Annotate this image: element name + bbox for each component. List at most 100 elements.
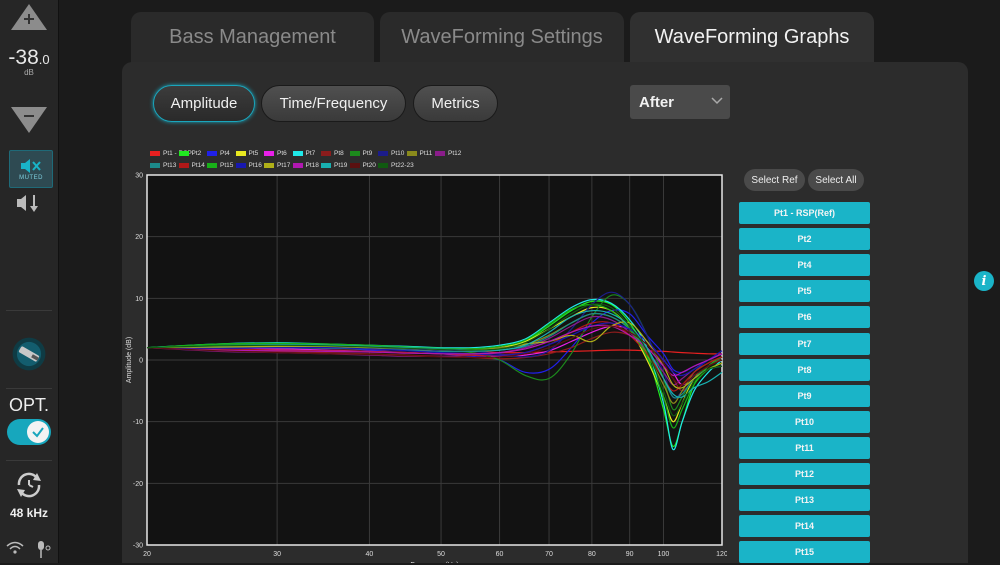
legend-swatch: [435, 150, 445, 156]
legend-item: Pt6: [264, 148, 287, 158]
volume-step-button[interactable]: [10, 188, 48, 218]
x-tick-label: 50: [437, 551, 445, 558]
legend-label: Pt7: [305, 149, 316, 157]
legend-label: Pt14: [191, 161, 205, 169]
point-button[interactable]: Pt11: [739, 436, 870, 459]
legend-item: Pt22-23: [378, 160, 414, 170]
before-after-dropdown[interactable]: After: [630, 85, 730, 119]
legend-label: Pt4: [220, 149, 230, 157]
x-tick-label: 60: [496, 551, 504, 558]
amplitude-chart: 20 30 40 50 60 70 80 90 100 120 -30 -20 -10 0 10 20 30 Am…: [126, 173, 727, 564]
y-tick-label: 0: [139, 358, 143, 365]
point-button[interactable]: Pt8: [739, 358, 870, 381]
metrics-button[interactable]: Metrics: [413, 85, 498, 122]
point-button[interactable]: Pt14: [739, 515, 870, 538]
legend-swatch: [207, 162, 217, 168]
button-label: Metrics: [431, 95, 480, 112]
sync-button[interactable]: [10, 470, 48, 500]
legend-item: Pt12: [435, 148, 461, 158]
wifi-icon: [6, 541, 24, 560]
legend-label: Pt6: [277, 149, 287, 157]
point-button[interactable]: Pt1 - RSP(Ref): [739, 202, 870, 224]
y-tick-label: 20: [135, 234, 143, 241]
y-tick-label: -10: [133, 419, 143, 426]
y-tick-label: -20: [133, 481, 143, 488]
legend-swatch: [264, 150, 274, 156]
series-line: [146, 303, 723, 417]
triangle-up-icon: [11, 4, 47, 30]
legend-item: Pt2: [178, 148, 202, 158]
button-label: Amplitude: [170, 95, 238, 112]
opt-toggle[interactable]: [7, 419, 51, 445]
tab-label: WaveForming Graphs: [654, 26, 850, 48]
mic-icon: [34, 540, 52, 565]
chevron-down-icon: [711, 97, 723, 105]
volume-unit: dB: [24, 68, 34, 77]
point-button[interactable]: Pt9: [739, 384, 870, 407]
legend-item: Pt15: [207, 160, 233, 170]
series-line: [146, 331, 723, 392]
series-line: [146, 309, 723, 398]
button-label: Time/Frequency: [279, 95, 388, 112]
volume-down-button[interactable]: [10, 105, 48, 135]
legend-item: Pt16: [235, 160, 262, 170]
series-line: [146, 321, 723, 392]
select-ref-button[interactable]: Select Ref: [744, 169, 805, 191]
legend-swatch: [264, 162, 274, 168]
device-glow-icon: [12, 337, 46, 371]
legend-swatch: [321, 150, 331, 156]
legend-swatch: [150, 162, 160, 168]
tab-label: WaveForming Settings: [401, 26, 603, 48]
amplitude-button[interactable]: Amplitude: [153, 85, 255, 122]
point-button[interactable]: Pt13: [739, 489, 870, 512]
legend-swatch: [406, 150, 417, 156]
mute-button[interactable]: MUTED: [9, 150, 53, 188]
legend-swatch: [235, 150, 246, 156]
legend-item: Pt14: [178, 160, 205, 170]
legend-swatch: [178, 150, 189, 156]
point-button[interactable]: Pt7: [739, 332, 870, 355]
legend-swatch: [207, 150, 217, 156]
rail-divider: [6, 460, 52, 461]
rail-divider: [6, 310, 52, 311]
point-button[interactable]: Pt12: [739, 463, 870, 485]
legend-label: Pt2: [191, 149, 202, 157]
series-line: [146, 325, 723, 386]
legend-label: Pt20: [362, 161, 376, 169]
button-label: Select All: [815, 174, 857, 186]
legend-swatch: [292, 150, 303, 156]
point-button[interactable]: Pt4: [739, 254, 870, 277]
side-rail: -38.0 dB MUTED OPT.: [0, 0, 59, 563]
select-all-button[interactable]: Select All: [808, 169, 864, 191]
legend-swatch: [349, 150, 360, 156]
point-button[interactable]: Pt6: [739, 306, 870, 329]
triangle-down-icon: [11, 107, 47, 133]
point-button[interactable]: Pt5: [739, 280, 870, 303]
y-axis-label: Amplitude (dB): [126, 337, 133, 383]
y-tick-label: 30: [135, 173, 143, 180]
legend-label: Pt22-23: [391, 161, 414, 169]
time-frequency-button[interactable]: Time/Frequency: [261, 85, 406, 122]
legend-label: Pt1 - RSP: [163, 149, 192, 157]
point-button[interactable]: Pt15: [739, 541, 870, 564]
device-button[interactable]: [10, 332, 48, 376]
x-tick-label: 40: [366, 551, 374, 558]
x-tick-label: 80: [588, 551, 596, 558]
opt-label: OPT.: [8, 395, 49, 415]
info-icon[interactable]: i: [974, 271, 994, 291]
rail-divider: [6, 388, 52, 389]
point-button[interactable]: Pt10: [739, 410, 870, 433]
sync-clock-icon: [17, 472, 41, 498]
dropdown-value: After: [639, 93, 675, 111]
legend-label: Pt11: [419, 149, 433, 157]
legend-swatch: [178, 162, 189, 168]
point-button[interactable]: Pt2: [739, 228, 870, 251]
volume-up-button[interactable]: [10, 2, 48, 32]
y-tick-label: 10: [135, 296, 143, 303]
legend-label: Pt16: [248, 161, 262, 169]
x-tick-label: 20: [143, 551, 151, 558]
series-line: [146, 303, 723, 429]
legend-item: Pt8: [321, 148, 344, 158]
x-tick-label: 70: [545, 551, 553, 558]
x-tick-label: 120: [716, 551, 727, 558]
